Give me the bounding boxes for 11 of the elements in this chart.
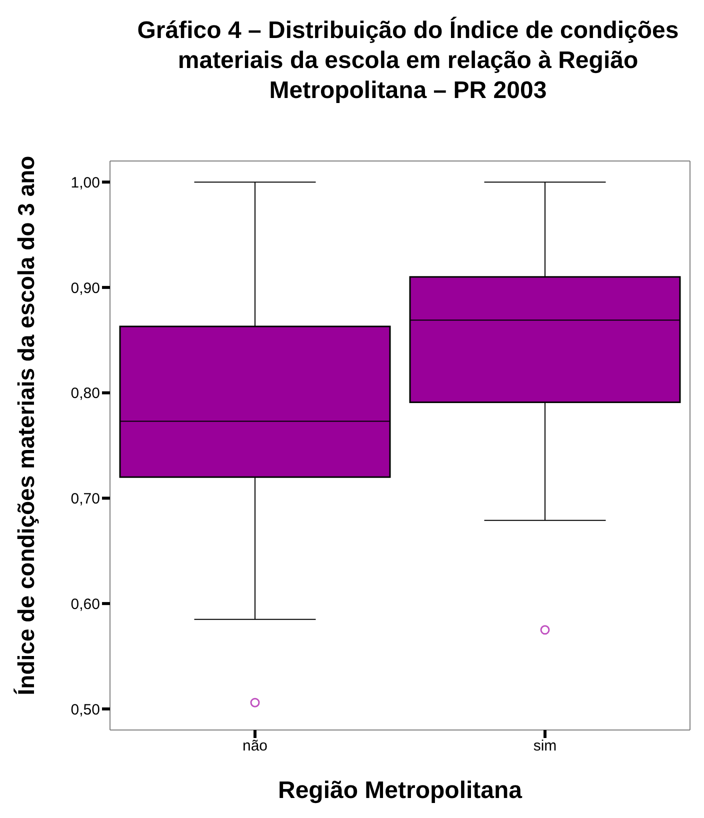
y-tick-label: 0,50 (70, 701, 100, 718)
chart-title: Gráfico 4 – Distribuição do Índice de condições materiais da escola em relação à Região Metropolitana – PR 2003 (136, 16, 680, 106)
y-axis-title: Índice de condições materiais da escola do 3 ano (13, 156, 40, 696)
y-tick-label: 0,70 (70, 490, 100, 508)
y-tick-label: 1,00 (70, 174, 100, 192)
y-tick-label: 0,60 (70, 596, 100, 613)
x-axis-title: Região Metropolitana (278, 777, 523, 804)
x-tick-label: sim (533, 738, 557, 755)
x-tick-label: não (242, 738, 268, 755)
y-tick-label: 0,90 (70, 280, 100, 297)
y-tick-label: 0,80 (70, 385, 100, 402)
